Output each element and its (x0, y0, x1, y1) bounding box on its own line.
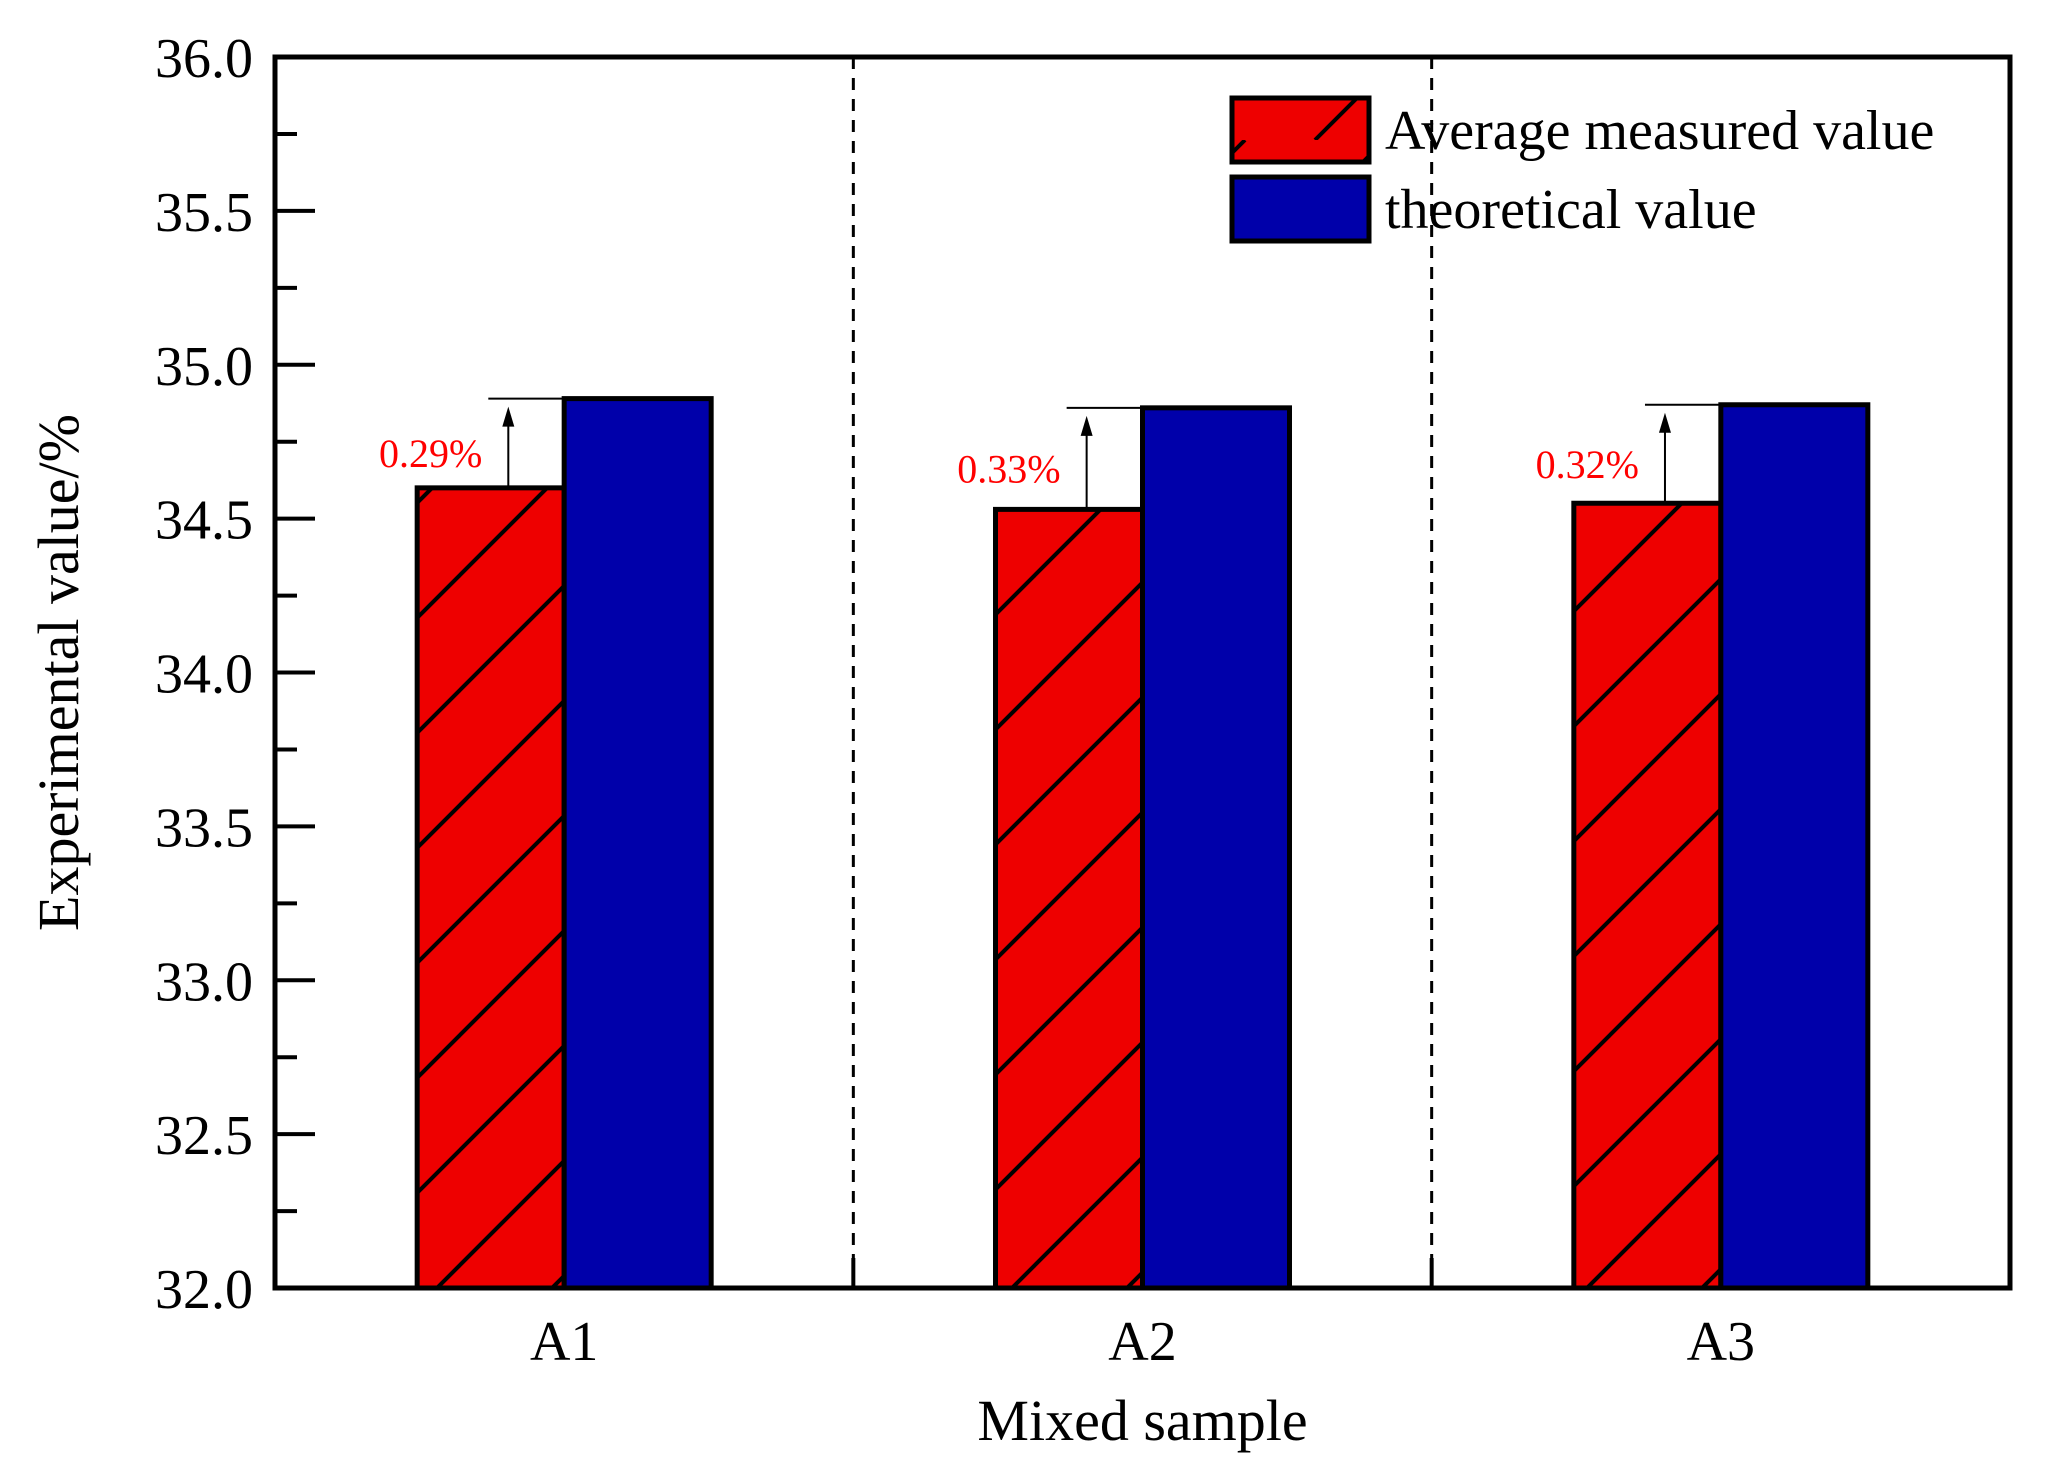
y-tick-label: 33.5 (155, 797, 253, 859)
x-tick-label-a1: A1 (530, 1311, 598, 1373)
bar-theoretical-a2 (1140, 405, 1292, 1291)
x-axis-title: Mixed sample (977, 1388, 1307, 1453)
diff-label-a2: 0.33% (957, 447, 1060, 492)
bar-theoretical-a3 (1718, 402, 1871, 1291)
legend-label-theoretical: theoretical value (1385, 179, 1757, 241)
y-tick-label: 33.0 (155, 951, 253, 1013)
diff-arrow-head (502, 406, 515, 427)
diff-label-a3: 0.32% (1536, 442, 1639, 487)
y-tick-label: 35.0 (155, 336, 253, 398)
legend-swatch-theoretical (1229, 174, 1372, 244)
bar-measured-a2 (993, 506, 1145, 1291)
legend-label-measured: Average measured value (1385, 100, 1934, 162)
y-axis-title: Experimental value/% (26, 414, 91, 931)
y-tick-label: 34.0 (155, 644, 253, 706)
y-tick-label: 36.0 (155, 28, 253, 90)
x-tick-label-a2: A2 (1108, 1311, 1176, 1373)
diff-arrow-head (1080, 415, 1093, 436)
bar-measured-a3 (1571, 500, 1724, 1291)
diff-label-a1: 0.29% (379, 431, 482, 476)
y-tick-label: 32.0 (155, 1259, 253, 1321)
diff-arrow-head (1658, 412, 1671, 433)
bar-theoretical-a1 (561, 396, 714, 1291)
y-tick-label: 32.5 (155, 1105, 253, 1167)
bar-measured-a1 (414, 485, 567, 1291)
y-tick-label: 34.5 (155, 490, 253, 552)
legend-swatch-measured (1229, 95, 1372, 165)
y-tick-label: 35.5 (155, 182, 253, 244)
x-tick-label-a3: A3 (1687, 1311, 1755, 1373)
